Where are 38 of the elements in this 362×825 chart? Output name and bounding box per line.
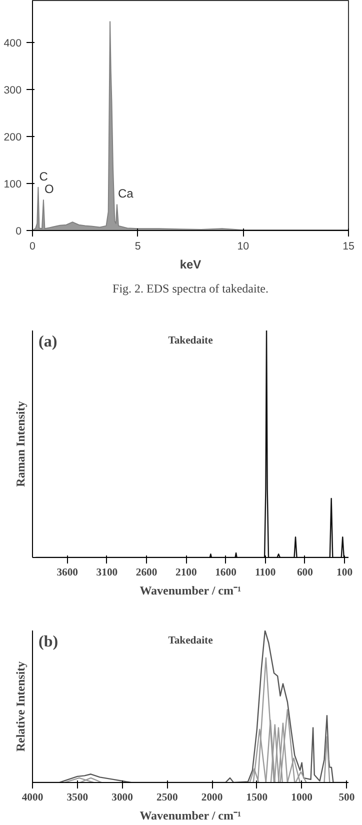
x-axis-title: Wavenumber / cm⁻¹ — [140, 808, 242, 822]
x-tick-label: 2000 — [201, 792, 223, 804]
x-tick-label: 2500 — [156, 792, 178, 804]
x-tick-label: 3000 — [112, 792, 133, 804]
annotation: C — [39, 169, 48, 184]
x-tick-label: 1000 — [291, 792, 312, 804]
x-axis-title: Wavenumber / cm⁻¹ — [140, 584, 242, 598]
x-tick-label: 1600 — [215, 568, 236, 578]
chart-title: Takedaite — [168, 336, 214, 346]
x-tick-label: 1500 — [246, 792, 268, 804]
x-tick-label: 3500 — [66, 792, 88, 804]
annotation: Ca — [118, 186, 134, 201]
x-tick-label: 15 — [342, 240, 354, 252]
annotation: (a) — [38, 334, 58, 350]
x-tick-label: 3100 — [96, 568, 118, 578]
y-tick-label: 400 — [4, 38, 22, 50]
x-tick-label: 2100 — [175, 568, 197, 578]
y-tick-label: 100 — [4, 178, 22, 191]
y-tick-label: 200 — [4, 132, 22, 144]
x-tick-label: 3600 — [56, 568, 78, 578]
x-tick-label: 1100 — [254, 568, 276, 578]
x-tick-label: 4000 — [22, 792, 44, 804]
caption: Fig. 2. EDS spectra of takedaite. — [112, 282, 268, 296]
annotation: O — [44, 182, 54, 196]
x-tick-label: 100 — [336, 568, 353, 578]
x-tick-label: 10 — [237, 240, 250, 252]
x-tick-label: 600 — [296, 568, 313, 578]
x-tick-label: 2600 — [136, 568, 158, 578]
y-axis-title: Relative Intensity — [14, 661, 28, 752]
x-tick-label: 0 — [30, 240, 36, 252]
y-axis-title: Raman Intensity — [14, 401, 28, 487]
x-tick-label: 5 — [134, 240, 141, 252]
annotation: (b) — [38, 634, 58, 650]
x-tick-label: 500 — [338, 792, 355, 804]
y-tick-label: 0 — [16, 226, 22, 238]
y-tick-label: 300 — [4, 84, 22, 97]
x-axis-title: keV — [180, 258, 202, 272]
chart-title: Takedaite — [168, 636, 214, 646]
